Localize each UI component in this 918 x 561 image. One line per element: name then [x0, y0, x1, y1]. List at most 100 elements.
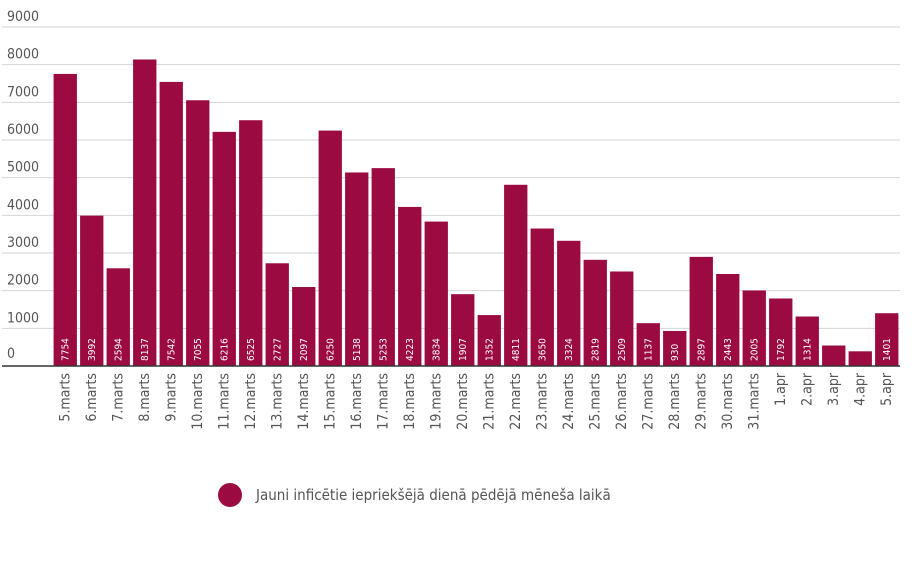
data-label: 1314 [802, 338, 813, 361]
x-tick-label: 11.marts [216, 373, 232, 430]
bar [345, 172, 369, 366]
x-tick-label: 9.marts [163, 373, 179, 422]
bar [822, 345, 846, 366]
bar [371, 168, 395, 366]
data-label: 6525 [246, 338, 257, 361]
x-tick-label: 6.marts [84, 373, 100, 422]
x-tick-label: 29.marts [693, 373, 709, 430]
bar [504, 184, 528, 366]
data-label: 3992 [87, 338, 98, 361]
data-label: 4811 [511, 338, 522, 361]
x-tick-label: 8.marts [137, 373, 153, 422]
bar [133, 59, 157, 366]
x-tick-label: 30.marts [720, 373, 736, 430]
data-label: 5138 [352, 338, 363, 361]
x-tick-label: 22.marts [508, 373, 524, 430]
x-tick-label: 13.marts [269, 373, 285, 430]
bar [477, 315, 501, 366]
data-label: 2005 [749, 338, 760, 361]
data-label: 2819 [590, 338, 601, 361]
bar [424, 221, 448, 366]
y-tick-label: 3000 [7, 235, 39, 251]
data-label: 7754 [60, 338, 71, 361]
y-tick-label: 8000 [7, 47, 39, 63]
data-label: 1352 [484, 338, 495, 361]
data-label: 6216 [219, 338, 230, 361]
x-tick-label: 17.marts [375, 373, 391, 430]
legend: Jauni inficētie iepriekšējā dienā pēdējā… [218, 483, 611, 507]
data-label: 1907 [458, 338, 469, 361]
bar [159, 81, 183, 366]
bar [212, 131, 236, 366]
y-tick-label: 4000 [7, 197, 39, 213]
bar [398, 206, 422, 366]
bar [318, 130, 342, 366]
x-tick-label: 14.marts [296, 373, 312, 430]
bar [610, 271, 634, 366]
x-tick-label: 15.marts [322, 373, 338, 430]
data-label: 1792 [776, 338, 787, 361]
bar [716, 273, 740, 366]
x-tick-label: 7.marts [110, 373, 126, 422]
data-label: 6250 [325, 338, 336, 361]
bar [292, 287, 316, 366]
legend-label: Jauni inficētie iepriekšējā dienā pēdējā… [256, 486, 611, 504]
bar [689, 256, 713, 366]
y-tick-label: 9000 [7, 9, 39, 25]
x-tick-label: 5.marts [57, 373, 73, 422]
y-tick-label: 7000 [7, 84, 39, 100]
bar [239, 120, 263, 366]
data-label: 2594 [113, 338, 124, 361]
y-tick-label: 6000 [7, 122, 39, 138]
x-tick-label: 28.marts [667, 373, 683, 430]
x-tick-label: 3.apr [826, 372, 842, 406]
y-tick-label: 1000 [7, 310, 39, 326]
x-tick-label: 24.marts [561, 373, 577, 430]
data-label: 7542 [166, 338, 177, 361]
x-tick-label: 1.apr [773, 372, 789, 406]
bar [530, 228, 554, 366]
data-label: 2509 [617, 338, 628, 361]
data-label: 5253 [378, 338, 389, 361]
bar [742, 290, 766, 366]
x-tick-label: 18.marts [402, 373, 418, 430]
data-label: 2097 [299, 338, 310, 361]
bar [106, 268, 130, 366]
bar [583, 259, 607, 366]
bar [265, 263, 289, 366]
legend-swatch-icon [218, 483, 242, 507]
data-label: 2897 [696, 338, 707, 361]
data-label: 2443 [723, 338, 734, 361]
x-tick-label: 4.apr [852, 372, 868, 406]
x-tick-label: 21.marts [481, 373, 497, 430]
bar [795, 316, 819, 366]
data-label: 2727 [272, 338, 283, 361]
data-label: 3650 [537, 338, 548, 361]
data-label: 4223 [405, 338, 416, 361]
data-label: 3834 [431, 338, 442, 361]
x-tick-label: 27.marts [640, 373, 656, 430]
data-label: 1401 [882, 338, 893, 361]
x-tick-label: 23.marts [534, 373, 550, 430]
x-tick-label: 19.marts [428, 373, 444, 430]
x-tick-label: 31.marts [746, 373, 762, 430]
bar [186, 100, 210, 367]
x-tick-label: 20.marts [455, 373, 471, 430]
bar [663, 330, 687, 366]
data-label: 8137 [140, 338, 151, 361]
data-label: 3324 [564, 338, 575, 361]
bar [557, 240, 581, 366]
x-tick-label: 2.apr [799, 372, 815, 406]
bar [451, 294, 475, 366]
x-tick-label: 5.apr [879, 372, 895, 406]
y-tick-label: 2000 [7, 273, 39, 289]
y-tick-label: 5000 [7, 160, 39, 176]
x-tick-label: 25.marts [587, 373, 603, 430]
bar [848, 351, 872, 366]
data-label: 930 [670, 344, 681, 361]
bar [53, 73, 77, 366]
x-tick-label: 26.marts [614, 373, 630, 430]
data-label: 1137 [643, 338, 654, 361]
